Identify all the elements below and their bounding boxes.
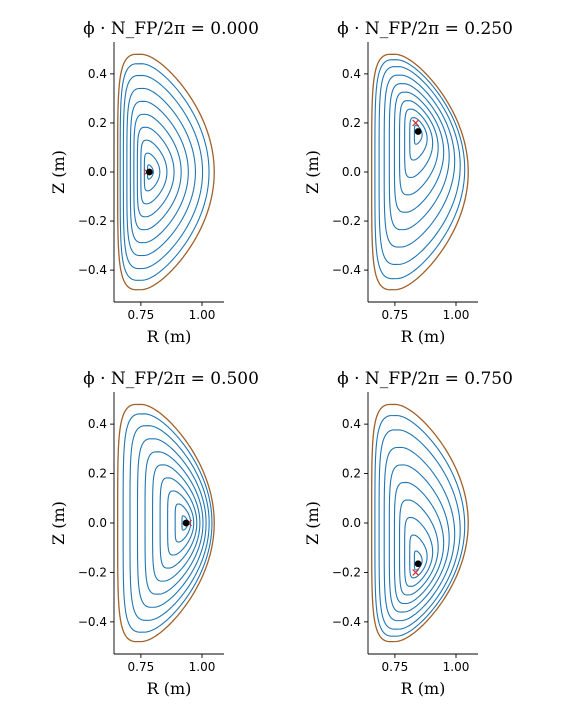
magnetic-axis-point [182, 519, 190, 527]
flux-surface-3 [398, 100, 439, 196]
flux-surface-0 [413, 550, 423, 571]
panel-1: −0.4 −0.2 0.0 0.2 0.4 0.75 1.00 ϕ · N_FP/2π = 0… [303, 19, 513, 346]
panel-0: −0.4 −0.2 0.0 0.2 0.4 0.75 1.00 ϕ · N_FP/2π = 0… [49, 19, 259, 346]
flux-surface-8 [374, 59, 466, 280]
flux-surface-3 [136, 126, 175, 218]
y-tick-label: −0.2 [332, 565, 361, 579]
y-tick-label: 0.4 [88, 417, 107, 431]
y-axis-label: Z (m) [303, 150, 322, 194]
flux-surface-1 [143, 152, 161, 192]
y-tick-label: 0.4 [342, 417, 361, 431]
flux-surface-6 [383, 446, 456, 622]
panel-3: −0.4 −0.2 0.0 0.2 0.4 0.75 1.00 ϕ · N_FP/2π = 0… [303, 369, 513, 698]
flux-surface-8 [119, 63, 210, 281]
x-axis-label: R (m) [147, 679, 192, 698]
flux-surface-3 [159, 477, 198, 569]
flux-surface-6 [383, 74, 456, 248]
y-tick-label: −0.4 [78, 263, 107, 277]
flux-surface-6 [136, 438, 207, 608]
flux-surface-4 [133, 113, 182, 231]
panel-title: ϕ · N_FP/2π = 0.000 [83, 19, 259, 39]
flux-surface-5 [388, 464, 450, 613]
x-tick-label: 0.75 [128, 308, 155, 322]
flux-surface-0 [413, 124, 423, 145]
plasma-boundary [371, 53, 469, 291]
y-axis-label: Z (m) [49, 150, 68, 194]
plasma-boundary [117, 53, 215, 291]
flux-surface-5 [388, 83, 450, 231]
y-tick-label: 0.2 [88, 467, 107, 481]
plasma-boundary [117, 403, 215, 643]
flux-surface-5 [144, 451, 204, 595]
flux-surface-4 [393, 481, 445, 605]
flux-surface-2 [140, 139, 168, 205]
flux-surface-2 [404, 516, 434, 587]
x-marker [412, 569, 420, 576]
y-tick-label: −0.2 [78, 565, 107, 579]
y-tick-label: −0.4 [332, 263, 361, 277]
x-tick-label: 1.00 [443, 308, 470, 322]
flux-surface-2 [167, 490, 195, 556]
x-tick-label: 0.75 [382, 660, 409, 674]
flux-surface-8 [374, 414, 466, 637]
flux-surface-0 [181, 515, 189, 531]
y-tick-label: 0.4 [342, 67, 361, 81]
flux-surface-4 [393, 91, 445, 213]
panel-title: ϕ · N_FP/2π = 0.250 [337, 19, 513, 39]
x-axis-label: R (m) [401, 327, 446, 346]
y-tick-label: −0.4 [78, 615, 107, 629]
y-axis-label: Z (m) [49, 501, 68, 545]
y-tick-label: 0.2 [342, 116, 361, 130]
x-tick-label: 0.75 [382, 308, 409, 322]
flux-surface-7 [129, 425, 210, 621]
flux-surface-7 [122, 74, 204, 270]
y-tick-label: 0.2 [88, 116, 107, 130]
x-marker [412, 119, 420, 127]
plasma-boundary [371, 403, 469, 643]
y-tick-label: 0.0 [88, 165, 107, 179]
y-tick-label: 0.4 [88, 67, 107, 81]
flux-surface-8 [122, 413, 213, 633]
x-tick-label: 0.75 [128, 660, 155, 674]
y-tick-label: −0.2 [332, 214, 361, 228]
magnetic-axis-point [414, 128, 422, 135]
y-tick-label: 0.0 [342, 165, 361, 179]
magnetic-axis-point [146, 168, 153, 176]
panel-2: −0.4 −0.2 0.0 0.2 0.4 0.75 1.00 ϕ · N_FP/2π = 0… [49, 369, 259, 698]
panel-title: ϕ · N_FP/2π = 0.750 [337, 369, 513, 389]
x-axis-label: R (m) [147, 327, 192, 346]
y-tick-label: 0.0 [88, 516, 107, 530]
flux-surface-3 [398, 499, 439, 596]
x-tick-label: 1.00 [189, 308, 216, 322]
x-axis-label: R (m) [401, 679, 446, 698]
y-tick-label: 0.2 [342, 467, 361, 481]
panel-title: ϕ · N_FP/2π = 0.500 [83, 369, 259, 389]
x-tick-label: 1.00 [443, 660, 470, 674]
flux-surface-1 [409, 534, 428, 579]
y-axis-label: Z (m) [303, 501, 322, 545]
flux-surface-1 [174, 503, 192, 543]
flux-surface-7 [378, 66, 461, 265]
flux-surface-6 [126, 87, 196, 257]
flux-surface-1 [409, 117, 428, 161]
y-tick-label: −0.2 [78, 214, 107, 228]
magnetic-axis-point [414, 560, 422, 568]
y-tick-label: 0.0 [342, 516, 361, 530]
flux-surface-5 [129, 100, 189, 244]
x-tick-label: 1.00 [189, 660, 216, 674]
flux-surface-7 [378, 429, 461, 630]
flux-surface-2 [404, 108, 434, 178]
y-tick-label: −0.4 [332, 615, 361, 629]
flux-surface-4 [152, 464, 201, 582]
